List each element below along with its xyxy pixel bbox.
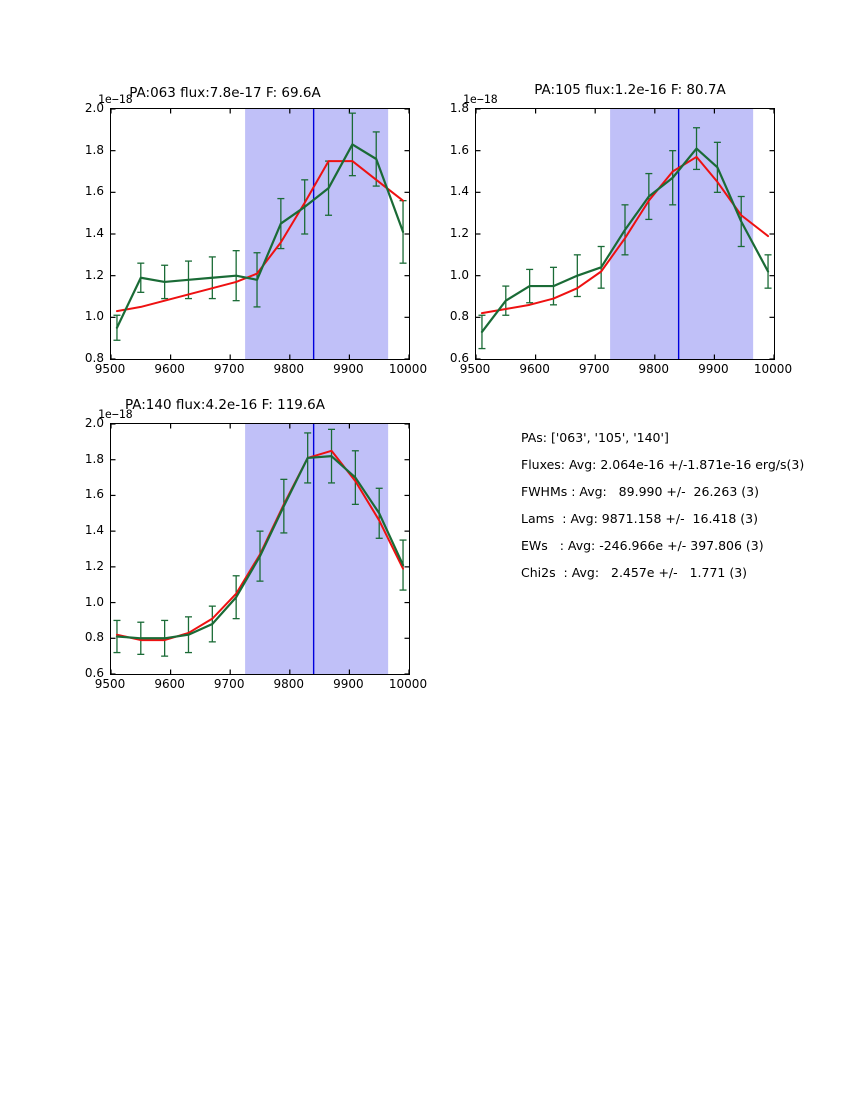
observed-spectrum-curve — [115, 455, 405, 640]
x-axis-tick-label: 10000 — [753, 362, 793, 376]
summary-statistics: PAs: ['063', '105', '140'] Fluxes: Avg: … — [521, 430, 841, 590]
plot-area-140 — [110, 423, 410, 675]
panel-pa-140: PA:140 flux:4.2e-16 F: 119.6A Lam:9878.0… — [0, 372, 440, 692]
x-axis-tick-label: 9900 — [698, 362, 729, 376]
y-axis-tick-label: 1.8 — [449, 101, 469, 115]
x-axis-tick-label: 10000 — [388, 677, 428, 691]
y-axis-tick-label: 0.6 — [449, 351, 469, 365]
x-axis-tick-label: 9900 — [333, 677, 364, 691]
plot-area-063 — [110, 108, 410, 360]
summary-line-fluxes: Fluxes: Avg: 2.064e-16 +/-1.871e-16 erg/… — [521, 457, 805, 472]
y-axis-tick-label: 1.4 — [84, 523, 104, 538]
x-axis-tick-label: 9700 — [578, 362, 610, 376]
x-axis-tick-label: 9700 — [213, 362, 245, 376]
y-axis-tick-label: 1.2 — [84, 267, 104, 282]
y-axis-tick-label: 1.0 — [84, 594, 104, 609]
model-fit-curve — [480, 155, 770, 315]
x-axis-tick-label: 9600 — [519, 362, 550, 376]
y-exponent-label-105: 1e−18 — [463, 92, 498, 106]
x-axis-tick-label: 9600 — [154, 362, 185, 376]
y-axis-tick-label: 1.2 — [449, 226, 469, 240]
x-axis-tick-label: 9800 — [638, 362, 670, 376]
observed-spectrum-curve — [115, 143, 405, 329]
y-axis-tick-label: 0.8 — [449, 309, 469, 324]
y-axis-tick-label: 1.4 — [449, 184, 469, 199]
shaded-band — [245, 424, 389, 674]
y-axis-tick-label: 1.0 — [449, 267, 469, 282]
y-exponent-label-063: 1e−18 — [98, 92, 133, 106]
x-axis-tick-label: 9700 — [213, 677, 245, 691]
model-fit-curve — [115, 160, 405, 313]
x-axis-tick-label: 9900 — [333, 362, 364, 376]
shaded-band — [610, 109, 754, 359]
x-axis-tick-label: 9500 — [459, 362, 491, 376]
plot-canvas — [111, 109, 409, 359]
y-axis-tick-label: 0.6 — [84, 666, 104, 680]
panel-pa-105: PA:105 flux:1.2e-16 F: 80.7A Lam:9852.4A… — [425, 55, 850, 380]
panel-title-line1: PA:140 flux:4.2e-16 F: 119.6A — [124, 396, 326, 413]
y-axis-tick-label: 2.0 — [84, 101, 104, 115]
y-axis-tick-label: 1.6 — [84, 487, 104, 502]
y-axis-tick-label: 1.6 — [84, 184, 104, 199]
panel-title-line1: PA:063 flux:7.8e-17 F: 69.6A — [129, 84, 321, 101]
summary-line-ews: EWs : Avg: -246.966e +/- 397.806 (3) — [521, 538, 764, 553]
summary-line-pas: PAs: ['063', '105', '140'] — [521, 430, 669, 445]
y-axis-tick-label: 1.4 — [84, 226, 104, 240]
x-axis-tick-label: 10000 — [388, 362, 428, 376]
panel-title-line1: PA:105 flux:1.2e-16 F: 80.7A — [534, 81, 726, 98]
y-axis-tick-label: 0.8 — [84, 630, 104, 645]
x-axis-tick-label: 9500 — [94, 677, 126, 691]
y-axis-tick-label: 1.8 — [84, 451, 104, 466]
x-axis-tick-label: 9800 — [273, 362, 305, 376]
plot-area-105 — [475, 108, 775, 360]
x-axis-tick-label: 9500 — [94, 362, 126, 376]
summary-line-fwhms: FWHMs : Avg: 89.990 +/- 26.263 (3) — [521, 484, 759, 499]
y-axis-tick-label: 1.6 — [449, 142, 469, 157]
plot-canvas — [476, 109, 774, 359]
summary-line-lams: Lams : Avg: 9871.158 +/- 16.418 (3) — [521, 511, 758, 526]
shaded-band — [245, 109, 389, 359]
y-axis-tick-label: 1.2 — [84, 558, 104, 573]
panel-pa-063: PA:063 flux:7.8e-17 F: 69.6A Lam:9883.0A… — [0, 60, 440, 380]
y-exponent-label-140: 1e−18 — [98, 407, 133, 421]
y-axis-tick-label: 2.0 — [84, 416, 104, 430]
x-axis-tick-label: 9800 — [273, 677, 305, 691]
y-axis-tick-label: 1.0 — [84, 309, 104, 324]
x-axis-tick-label: 9600 — [154, 677, 185, 691]
summary-line-chi2s: Chi2s : Avg: 2.457e +/- 1.771 (3) — [521, 565, 748, 580]
observed-spectrum-curve — [480, 147, 770, 334]
y-axis-tick-label: 0.8 — [84, 351, 104, 365]
plot-canvas — [111, 424, 409, 674]
y-axis-tick-label: 1.8 — [84, 142, 104, 157]
